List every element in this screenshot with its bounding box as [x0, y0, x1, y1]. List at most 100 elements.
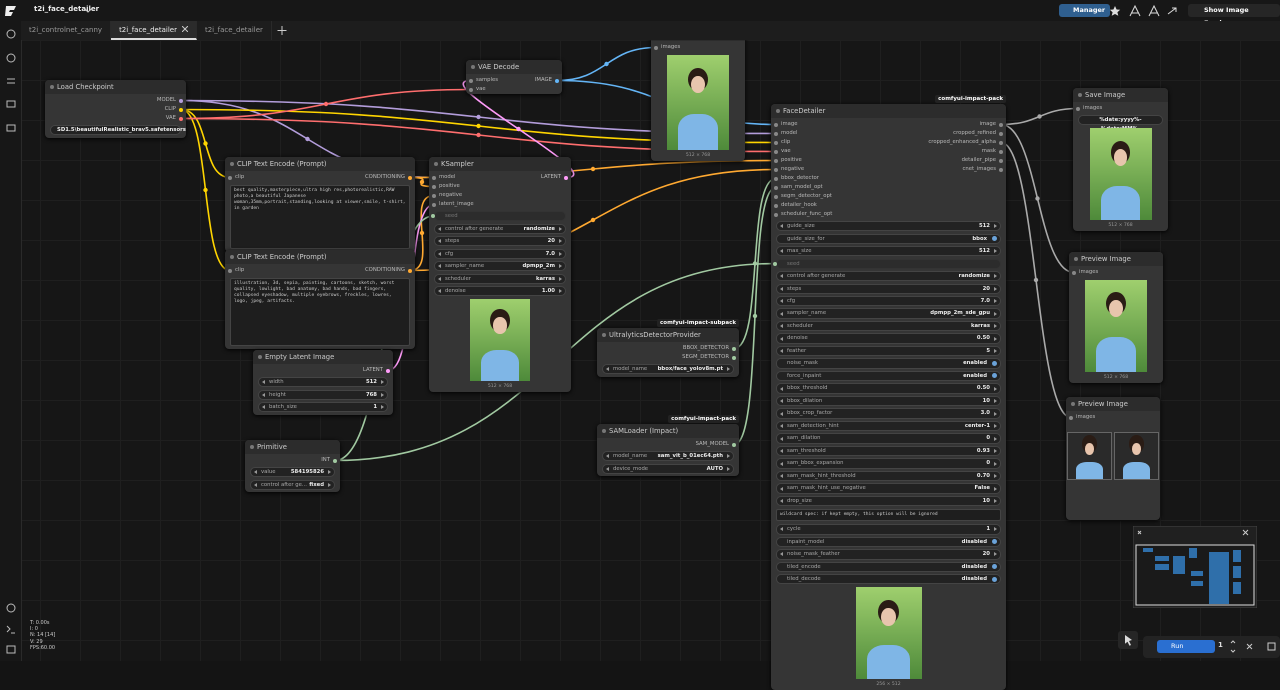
link-center[interactable]	[1033, 277, 1039, 283]
toggle-indicator[interactable]	[992, 539, 997, 545]
image-preview[interactable]	[1067, 432, 1112, 480]
output-slot[interactable]: BBOX_DETECTOR	[683, 344, 736, 353]
output-dot[interactable]	[999, 158, 1003, 163]
widget[interactable]: steps 20	[434, 236, 566, 247]
widget[interactable]: height 768	[258, 389, 388, 400]
logo[interactable]	[3, 3, 19, 19]
input-dot[interactable]	[431, 214, 435, 219]
text-area[interactable]: best quality,masterpiece,ultra high res,…	[230, 185, 410, 249]
output-dot[interactable]	[732, 355, 736, 360]
input-slot[interactable]: scheduler_func_opt	[774, 210, 832, 219]
output-dot[interactable]	[999, 122, 1003, 127]
link-center[interactable]	[305, 136, 310, 142]
widget[interactable]: control after ge... fixed	[250, 479, 335, 490]
widget[interactable]: model_name bbox/face_yolov8m.pt	[602, 364, 734, 375]
tab[interactable]: t2i_face_detailer	[197, 21, 272, 40]
sidebar-icons[interactable]	[0, 21, 21, 661]
node[interactable]: VAE Decode samples IMAGE vae	[466, 60, 562, 94]
output-slot[interactable]: CONDITIONING	[365, 173, 412, 182]
input-dot[interactable]	[1076, 106, 1080, 111]
output-slot[interactable]: LATENT	[541, 173, 568, 182]
node-title[interactable]: Empty Latent Image	[253, 350, 393, 364]
node[interactable]: Save Image images %date:yyyy%-%date:MM%-%d…	[1073, 88, 1168, 232]
widget[interactable]: sam_mask_hint_threshold 0.70	[776, 470, 1001, 482]
text-area[interactable]: illustration, 3d, sepia, painting, carto…	[230, 278, 410, 346]
widget[interactable]: seed	[431, 211, 566, 222]
input-dot[interactable]	[469, 87, 473, 92]
widget[interactable]: batch_size 1	[258, 402, 388, 413]
input-dot[interactable]	[774, 194, 778, 199]
widget[interactable]: cfg 7.0	[434, 248, 566, 259]
output-dot[interactable]	[999, 149, 1003, 154]
widget[interactable]: guide_size 512	[776, 221, 1001, 232]
output-slot[interactable]: cropped_enhanced_alpha	[928, 138, 1003, 147]
node[interactable]: CLIP Text Encode (Prompt) clip CONDITIONIN…	[225, 157, 415, 252]
run-button[interactable]: Run	[1157, 640, 1215, 653]
input-slot[interactable]: latent_image	[432, 200, 474, 209]
node-title[interactable]: Save Image	[1073, 88, 1168, 102]
output-dot[interactable]	[999, 140, 1003, 145]
output-slot[interactable]: CLIP	[165, 105, 183, 114]
input-slot[interactable]: model	[774, 129, 798, 138]
node-title[interactable]: Preview Image	[1066, 397, 1160, 411]
widget[interactable]: noise_mask enabled	[776, 358, 1001, 369]
node-title[interactable]: KSampler	[429, 157, 571, 171]
link-center[interactable]	[604, 61, 609, 67]
batch-count[interactable]: 1	[1218, 641, 1223, 649]
input-dot[interactable]	[774, 122, 778, 127]
widget[interactable]: bbox_dilation 10	[776, 395, 1001, 407]
link-center[interactable]	[203, 187, 208, 193]
widget[interactable]: guide_size_for bbox	[776, 233, 1001, 244]
output-slot[interactable]: image	[980, 120, 1003, 129]
widget[interactable]: inpaint_model disabled	[776, 536, 1001, 548]
input-slot[interactable]: samples	[469, 76, 498, 85]
input-slot[interactable]: bbox_detector	[774, 174, 819, 183]
widget[interactable]: width 512	[258, 377, 388, 388]
output-dot[interactable]	[179, 98, 183, 103]
select-tool[interactable]	[1118, 631, 1138, 649]
image-preview[interactable]	[667, 55, 729, 150]
output-slot[interactable]: SAM_MODEL	[696, 440, 736, 449]
input-slot[interactable]: positive	[432, 182, 460, 191]
node-title[interactable]: CLIP Text Encode (Prompt)	[225, 157, 415, 171]
input-dot[interactable]	[469, 78, 473, 83]
node-title[interactable]: CLIP Text Encode (Prompt)	[225, 250, 415, 264]
node-title[interactable]: SAMLoader (Impact)	[597, 424, 739, 438]
workflow-name[interactable]: t2i_face_detailer	[34, 5, 100, 13]
toggle-indicator[interactable]	[992, 236, 997, 242]
widget[interactable]: control after generate randomize	[434, 223, 566, 234]
output-slot[interactable]: VAE	[166, 114, 183, 123]
widget[interactable]: SD1.5\beautifulRealistic_brav5.safetenso…	[50, 125, 186, 136]
widget[interactable]: bbox_crop_factor 3.0	[776, 408, 1001, 419]
caret[interactable]	[85, 8, 91, 14]
input-slot[interactable]: sam_model_opt	[774, 183, 823, 192]
widget[interactable]: steps 20	[776, 283, 1001, 294]
node[interactable]: KSampler model LATENT positive negative laten…	[429, 157, 571, 393]
link-center[interactable]	[516, 126, 521, 132]
input-slot[interactable]: images	[1076, 104, 1102, 113]
widget[interactable]: noise_mask_feather 20	[776, 549, 1001, 560]
link-center[interactable]	[419, 179, 425, 185]
input-slot[interactable]: segm_detector_opt	[774, 192, 832, 201]
widget[interactable]: feather 5	[776, 345, 1001, 357]
input-dot[interactable]	[774, 212, 778, 217]
input-dot[interactable]	[773, 261, 777, 266]
output-dot[interactable]	[386, 368, 390, 373]
node[interactable]: FaceDetailer comfyui-impact-pack image imag…	[771, 95, 1006, 690]
input-dot[interactable]	[432, 193, 436, 198]
node-title[interactable]: Primitive	[245, 440, 340, 454]
link-center[interactable]	[323, 101, 329, 107]
node[interactable]: Empty Latent Image LATENT width 512 height 76…	[253, 350, 393, 415]
input-slot[interactable]: vae	[774, 147, 791, 156]
input-dot[interactable]	[774, 131, 778, 136]
output-dot[interactable]	[999, 167, 1003, 172]
input-dot[interactable]	[432, 202, 436, 207]
link-center[interactable]	[476, 132, 481, 138]
image-preview[interactable]	[1114, 432, 1159, 480]
manager-button[interactable]: Manager	[1059, 4, 1111, 17]
tab[interactable]: t2i_controlnet_canny	[21, 21, 112, 40]
node-title[interactable]: Load Checkpoint	[45, 80, 186, 94]
node[interactable]: UltralyticsDetectorProvider comfyui-impac…	[597, 319, 739, 377]
output-slot[interactable]: mask	[982, 147, 1003, 156]
widget[interactable]: device_mode AUTO	[602, 463, 734, 474]
